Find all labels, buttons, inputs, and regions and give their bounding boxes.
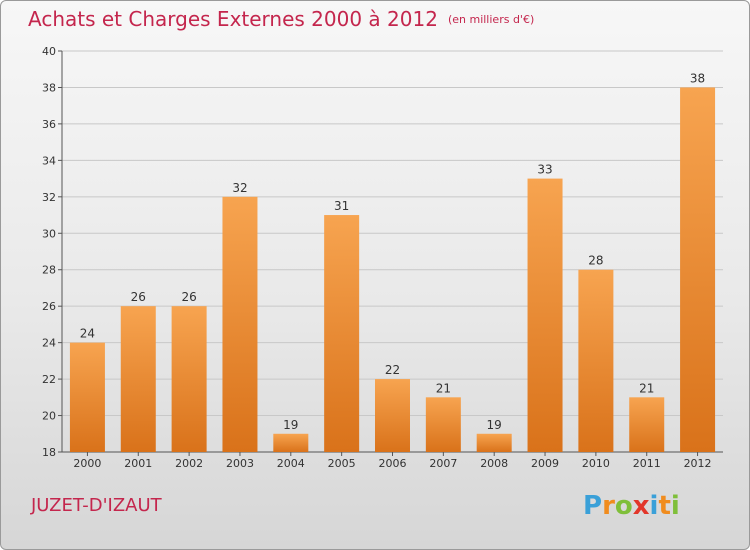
bar-2008 xyxy=(476,433,512,452)
bar-2006 xyxy=(375,379,410,452)
data-label: 31 xyxy=(334,199,349,213)
logo-letter: r xyxy=(602,491,615,521)
bar-2009 xyxy=(527,178,563,452)
x-tick-label: 2010 xyxy=(582,457,610,470)
y-tick-label: 36 xyxy=(42,118,56,131)
x-tick-label: 2001 xyxy=(124,457,152,470)
bar-2007 xyxy=(425,397,461,452)
y-tick-label: 24 xyxy=(42,337,56,350)
logo-letter: P xyxy=(583,491,603,521)
x-tick-label: 2005 xyxy=(328,457,356,470)
bar-2000 xyxy=(69,342,105,452)
x-tick-label: 2002 xyxy=(175,457,203,470)
data-label: 28 xyxy=(588,254,603,268)
data-label: 19 xyxy=(487,418,502,432)
logo-letter: x xyxy=(632,491,650,521)
logo-letter: i xyxy=(670,491,680,521)
x-tick-label: 2007 xyxy=(429,457,457,470)
y-tick-label: 22 xyxy=(42,373,56,386)
y-tick-label: 18 xyxy=(42,446,56,459)
x-tick-label: 2009 xyxy=(531,457,559,470)
chart-title: Achats et Charges Externes 2000 à 2012 (e… xyxy=(28,7,534,31)
bar-2004 xyxy=(273,433,309,452)
bar-2003 xyxy=(222,196,258,452)
data-label: 22 xyxy=(385,363,400,377)
x-tick-label: 2000 xyxy=(73,457,101,470)
y-tick-label: 34 xyxy=(42,154,56,167)
y-tick-label: 38 xyxy=(42,81,56,94)
y-tick-label: 26 xyxy=(42,300,56,313)
x-tick-label: 2011 xyxy=(633,457,661,470)
y-tick-label: 30 xyxy=(42,227,56,240)
x-tick-label: 2004 xyxy=(277,457,305,470)
data-label: 33 xyxy=(537,163,552,177)
data-label: 21 xyxy=(436,381,451,395)
bar-2005 xyxy=(324,215,360,452)
x-tick-label: 2006 xyxy=(379,457,407,470)
y-tick-label: 28 xyxy=(42,264,56,277)
y-tick-label: 20 xyxy=(42,410,56,423)
y-tick-label: 40 xyxy=(42,45,56,58)
logo-letter: t xyxy=(658,491,671,521)
proxiti-logo: Proxiti xyxy=(583,491,680,521)
logo-letter: o xyxy=(614,491,633,521)
bar-2001 xyxy=(120,306,156,452)
bar-2012 xyxy=(680,87,716,453)
data-label: 26 xyxy=(181,290,196,304)
chart-subtitle: (en milliers d'€) xyxy=(447,13,535,26)
x-tick-label: 2003 xyxy=(226,457,254,470)
data-label: 26 xyxy=(131,290,146,304)
data-label: 24 xyxy=(80,327,95,341)
data-label: 38 xyxy=(690,71,705,85)
bars xyxy=(69,87,716,453)
bar-2011 xyxy=(629,397,665,452)
data-label: 19 xyxy=(283,418,298,432)
town-name: JUZET-D'IZAUT xyxy=(31,495,162,516)
bar-2002 xyxy=(171,306,207,452)
logo-letter: i xyxy=(649,491,659,521)
data-labels: 24 26 26 32 19 31 22 21 19 33 28 21 38 xyxy=(80,71,705,431)
data-label: 21 xyxy=(639,381,654,395)
y-tick-label: 32 xyxy=(42,191,56,204)
x-tick-label: 2008 xyxy=(480,457,508,470)
x-tick-label: 2012 xyxy=(684,457,712,470)
data-label: 32 xyxy=(232,181,247,195)
bar-2010 xyxy=(578,269,614,452)
chart-title-text: Achats et Charges Externes 2000 à 2012 xyxy=(28,7,438,31)
